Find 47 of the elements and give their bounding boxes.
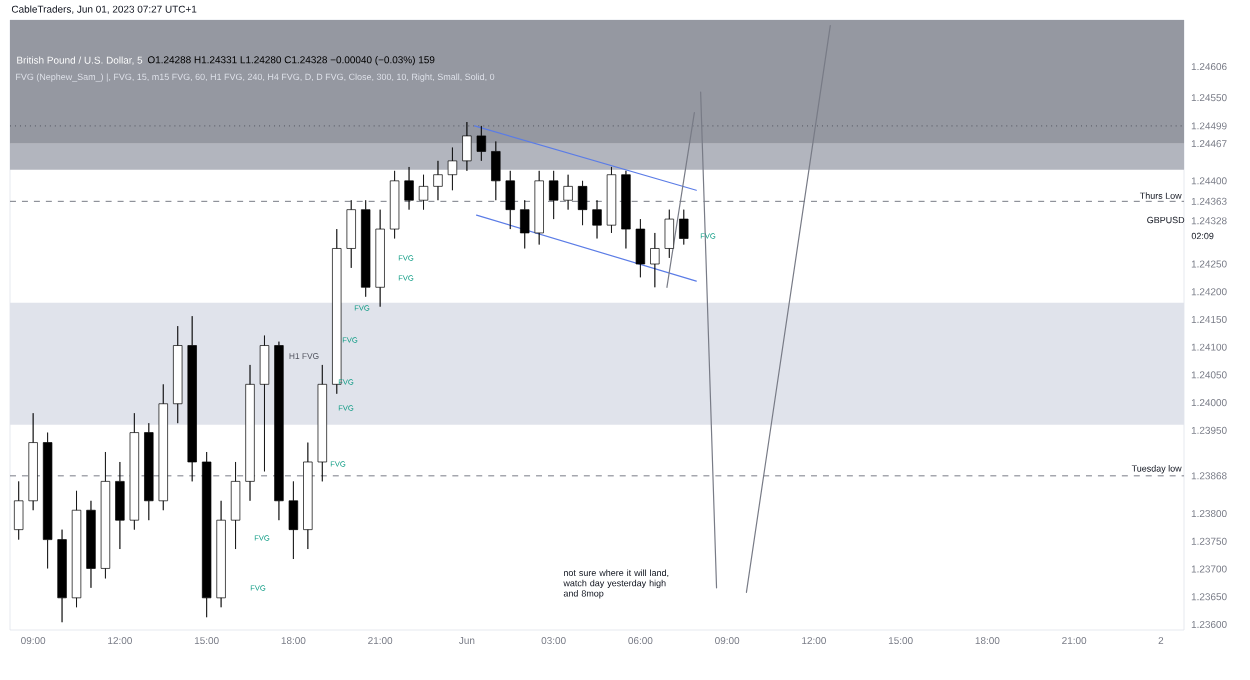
candlestick (606, 166, 617, 234)
candlestick (621, 170, 631, 249)
candlestick (71, 490, 82, 608)
candlestick (14, 481, 24, 540)
candlestick (505, 170, 515, 230)
candlestick (404, 166, 414, 210)
candlestick (520, 199, 530, 249)
candlestick (288, 481, 299, 560)
candlestick (664, 209, 674, 259)
candlestick (650, 232, 660, 288)
candlestick (577, 180, 588, 226)
candlestick (201, 451, 212, 618)
candlestick (679, 209, 689, 245)
candlestick (389, 170, 400, 239)
candlestick (332, 228, 342, 395)
candlestick (491, 141, 501, 201)
candlestick (433, 160, 443, 201)
candlestick (42, 432, 53, 569)
candlestick (100, 451, 111, 579)
candlestick (86, 500, 96, 589)
candlestick (592, 199, 602, 239)
candlestick (534, 170, 544, 245)
candlestick (375, 209, 385, 308)
candlestick (115, 461, 125, 550)
candlestick (476, 125, 487, 162)
candlestick (28, 412, 38, 511)
candlestick (230, 461, 241, 550)
candlestick (303, 442, 313, 550)
candlestick (462, 121, 472, 172)
candlestick (129, 412, 140, 530)
candlestick (548, 170, 559, 220)
candlestick (447, 147, 458, 191)
candlestick (173, 325, 183, 424)
candlestick (361, 199, 371, 298)
candlestick (635, 218, 646, 278)
candlestick (274, 341, 284, 521)
candlestick (187, 315, 197, 482)
candlestick (418, 174, 429, 210)
candlestick (245, 364, 255, 502)
candlestick (216, 500, 226, 608)
candlestick (317, 364, 327, 482)
candlestick (259, 335, 270, 472)
candlestick (346, 199, 356, 269)
candlestick (158, 383, 168, 511)
candlestick (563, 174, 573, 210)
candlestick (57, 529, 67, 623)
candlestick (144, 422, 154, 521)
